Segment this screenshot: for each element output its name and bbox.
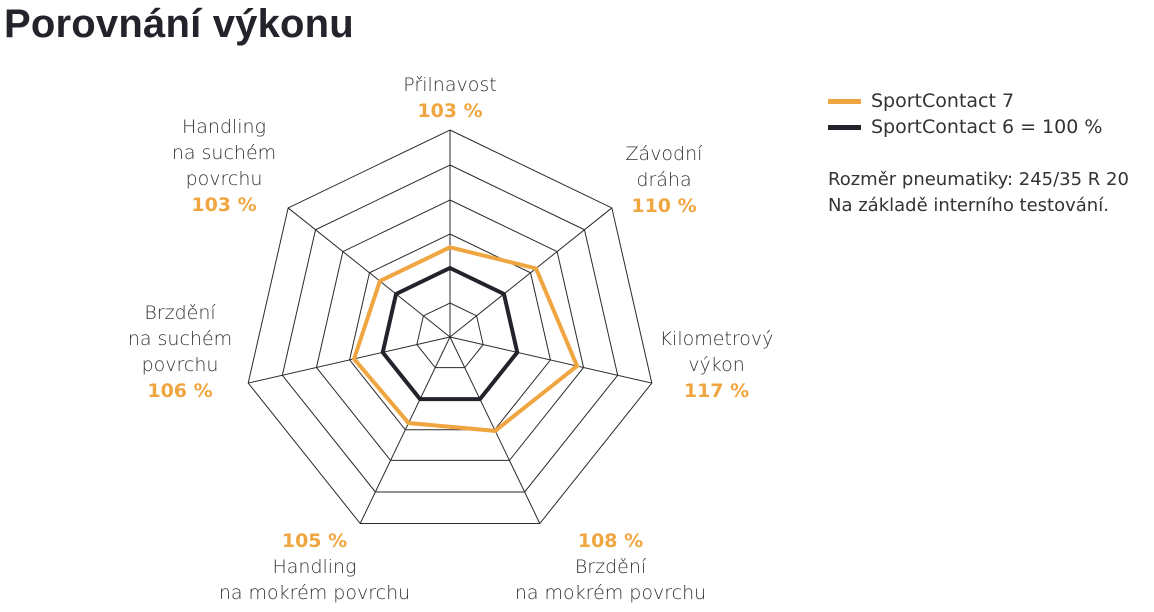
- grid-spoke: [248, 336, 451, 384]
- grid-ring: [416, 302, 484, 369]
- grid-spoke: [359, 336, 451, 524]
- legend-label: SportContact 7: [871, 90, 1015, 112]
- label-text: Brzdění: [574, 556, 647, 578]
- label-text: Handling: [181, 116, 267, 138]
- axis-label-handling-mokry: 105 % Handling na mokrém povrchu: [212, 528, 417, 606]
- legend-item-sportcontact7: SportContact 7: [828, 88, 1102, 114]
- label-text: povrchu: [185, 168, 263, 190]
- label-percent: 103 %: [417, 100, 483, 122]
- label-percent: 103 %: [191, 194, 257, 216]
- legend-item-sportcontact6: SportContact 6 = 100 %: [828, 114, 1102, 140]
- label-text: na mokrém povrchu: [514, 582, 707, 604]
- label-text: povrchu: [141, 354, 219, 376]
- chart-legend: SportContact 7 SportContact 6 = 100 %: [828, 88, 1102, 140]
- chart-notes: Rozměr pneumatiky: 245/35 R 20 Na základ…: [828, 167, 1129, 219]
- label-text: Závodní: [625, 143, 703, 165]
- label-percent: 105 %: [281, 530, 348, 552]
- grid-ring: [349, 233, 551, 431]
- label-text: Brzdění: [144, 302, 216, 324]
- label-percent: 108 %: [577, 530, 644, 552]
- legend-label: SportContact 6 = 100 %: [871, 116, 1103, 138]
- axis-label-brzdeni-suchy: Brzdění na suchém povrchu 106 %: [110, 300, 250, 404]
- grid-ring: [315, 199, 585, 461]
- label-text: Přilnavost: [403, 74, 497, 96]
- grid-spoke: [287, 207, 451, 338]
- label-percent: 106 %: [147, 380, 213, 402]
- legend-swatch-orange: [828, 98, 861, 104]
- grid-spoke: [449, 207, 613, 338]
- label-text: Handling: [272, 556, 357, 578]
- label-text: na mokrém povrchu: [218, 582, 411, 604]
- label-text: dráha: [636, 169, 692, 191]
- axis-label-zavodni-draha: Závodní dráha 110 %: [594, 141, 734, 219]
- axis-label-prilnavost: Přilnavost 103 %: [370, 72, 530, 124]
- grid-ring: [247, 129, 653, 525]
- grid-spoke: [449, 336, 652, 384]
- label-percent: 117 %: [683, 380, 750, 402]
- page-title: Porovnání výkonu: [4, 2, 354, 46]
- series-sportcontact6: [380, 265, 520, 402]
- axis-label-kilometrovy-vykon: Kilometrový výkon 117 %: [644, 326, 789, 404]
- legend-swatch-dark: [828, 124, 861, 130]
- axis-label-handling-suchy: Handling na suchém povrchu 103 %: [154, 114, 294, 218]
- label-text: výkon: [688, 354, 745, 376]
- label-text: Kilometrový: [659, 328, 774, 350]
- label-text: na suchém: [127, 328, 233, 350]
- grid-ring: [281, 164, 619, 493]
- series-sportcontact7: [351, 245, 580, 433]
- label-text: na suchém: [171, 142, 277, 164]
- label-percent: 110 %: [631, 195, 697, 217]
- testing-basis-note: Na základě interního testování.: [828, 195, 1109, 216]
- tire-size-note: Rozměr pneumatiky: 245/35 R 20: [828, 169, 1129, 190]
- axis-label-brzdeni-mokry: 108 % Brzdění na mokrém povrchu: [508, 528, 713, 606]
- radar-grid: [247, 129, 653, 525]
